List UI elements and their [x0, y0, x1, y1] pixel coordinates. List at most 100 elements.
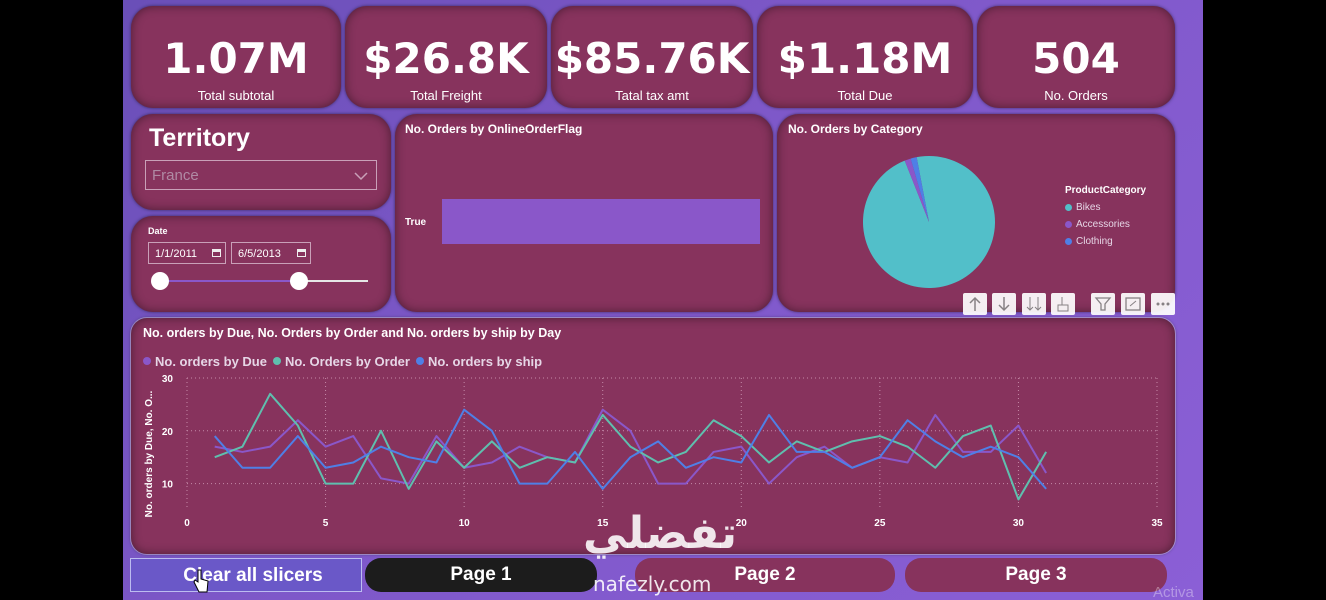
legend-dot — [272, 357, 281, 365]
calendar-icon[interactable] — [212, 249, 221, 257]
x-tick-label: 20 — [736, 518, 748, 529]
more-options-icon[interactable] — [1151, 293, 1175, 315]
watermark-latin: nafezly.com — [593, 572, 712, 596]
clear-all-slicers-button[interactable]: Clear all slicers — [130, 558, 362, 592]
legend-dot — [1065, 221, 1072, 228]
sort-descending-icon[interactable] — [992, 293, 1016, 315]
territory-selected-value: France — [152, 167, 199, 184]
kpi-card-total-due[interactable]: $1.18M Total Due — [757, 6, 973, 108]
legend-item[interactable]: Accessories — [1065, 219, 1130, 230]
watermark-arabic: تفضلي — [583, 508, 738, 559]
range-end-handle[interactable] — [289, 272, 308, 290]
series-line-no-orders-by-ship — [213, 408, 1047, 490]
kpi-card-total-tax[interactable]: $85.76K Tatal tax amt — [551, 6, 753, 108]
date-range-fill — [160, 280, 299, 282]
series-line-no-orders-by-due — [214, 408, 1048, 485]
x-tick-label: 25 — [874, 518, 886, 529]
pie-slice-clothing — [910, 157, 929, 222]
page-3-label: Page 3 — [1005, 564, 1067, 585]
category-chart-card[interactable]: No. Orders by Category ProductCategory B… — [777, 114, 1175, 312]
x-tick-label: 0 — [184, 518, 190, 529]
pie-legend: Bikes Accessories Clothing — [1065, 202, 1130, 253]
y-tick-label: 10 — [162, 480, 174, 491]
end-date-value: 6/5/2013 — [238, 248, 281, 260]
clear-all-slicers-label: Clear all slicers — [183, 565, 323, 586]
y-axis-label: No. orders by Due, No. O... — [144, 390, 155, 517]
kpi-card-total-subtotal[interactable]: 1.07M Total subtotal — [131, 6, 341, 108]
page-3-button[interactable]: Page 3 — [905, 558, 1167, 592]
expand-all-icon[interactable] — [1022, 293, 1046, 315]
focus-mode-icon[interactable] — [1121, 293, 1145, 315]
kpi-card-total-freight[interactable]: $26.8K Total Freight — [345, 6, 547, 108]
legend-dot — [1065, 238, 1072, 245]
chart-title: No. Orders by OnlineOrderFlag — [405, 122, 583, 136]
kpi-label: Total subtotal — [197, 88, 275, 103]
y-tick-label: 30 — [162, 374, 174, 385]
page-2-label: Page 2 — [734, 564, 796, 585]
x-tick-label: 30 — [1013, 518, 1025, 529]
end-date-input[interactable]: 6/5/2013 — [231, 242, 311, 264]
activation-corner-text: Activa — [1153, 584, 1194, 600]
start-date-input[interactable]: 1/1/2011 — [148, 242, 226, 264]
legend-dot — [415, 357, 424, 365]
kpi-label: No. Orders — [1044, 88, 1108, 103]
x-tick-label: 35 — [1151, 518, 1163, 529]
page-1-button[interactable]: Page 1 — [365, 558, 597, 592]
legend-dot — [143, 357, 151, 365]
kpi-value: $1.18M — [777, 34, 953, 83]
territory-title: Territory — [149, 124, 250, 152]
date-slicer-label: Date — [148, 226, 168, 236]
legend-item[interactable]: Bikes — [1065, 202, 1130, 213]
legend-item[interactable]: No. orders by Due — [143, 354, 267, 369]
line-legend: No. orders by Due No. Orders by Order No. … — [143, 350, 548, 369]
bar-true — [442, 199, 760, 244]
online-flag-chart-card[interactable]: No. Orders by OnlineOrderFlag True — [395, 114, 773, 312]
legend-label: Bikes — [1076, 202, 1101, 213]
online-flag-bar-chart: True — [405, 199, 760, 244]
legend-label: No. orders by ship — [427, 353, 543, 369]
line-chart-card[interactable]: No. orders by Due, No. Orders by Order a… — [130, 317, 1176, 555]
date-slicer — [131, 216, 391, 312]
kpi-value: 1.07M — [163, 34, 309, 83]
kpi-label: Total Freight — [410, 88, 482, 103]
range-start-handle[interactable] — [151, 272, 169, 290]
sort-ascending-icon[interactable] — [963, 293, 987, 315]
drill-icon[interactable] — [1051, 293, 1075, 315]
x-tick-label: 10 — [459, 518, 471, 529]
kpi-value: 504 — [1032, 34, 1120, 83]
legend-label: Clothing — [1076, 236, 1113, 247]
series-line-no-orders-by-order — [214, 392, 1048, 501]
y-tick-label: 20 — [162, 427, 174, 438]
legend-title: ProductCategory — [1065, 185, 1147, 196]
legend-item[interactable]: No. orders by ship — [415, 353, 543, 369]
territory-dropdown[interactable]: France — [145, 160, 377, 190]
legend-label: No. orders by Due — [155, 353, 267, 369]
legend-item[interactable]: Clothing — [1065, 236, 1130, 247]
kpi-value: $85.76K — [554, 34, 750, 83]
legend-dot — [1065, 204, 1072, 211]
kpi-card-no-orders[interactable]: 504 No. Orders — [977, 6, 1175, 108]
orders-line-chart: 10 20 30 0 5 10 15 20 25 30 35 No. orders by Due, N… — [144, 374, 1163, 529]
filter-icon[interactable] — [1091, 293, 1115, 315]
chart-title: No. Orders by Category — [788, 122, 923, 136]
page-1-label: Page 1 — [450, 564, 512, 585]
report-canvas: 1.07M Total subtotal $26.8K Total Freigh… — [123, 0, 1203, 600]
page-2-button[interactable]: Page 2 — [635, 558, 895, 592]
category-pie-chart — [863, 156, 995, 288]
chevron-down-icon — [354, 172, 368, 181]
hand-cursor-icon — [193, 569, 209, 593]
calendar-icon[interactable] — [297, 249, 306, 257]
chart-title: No. orders by Due, No. Orders by Order a… — [143, 326, 562, 340]
legend-label: Accessories — [1076, 219, 1130, 230]
kpi-label: Total Due — [837, 88, 893, 103]
x-tick-label: 5 — [323, 518, 329, 529]
kpi-value: $26.8K — [363, 34, 529, 83]
legend-label: No. Orders by Order — [284, 353, 410, 369]
legend-item[interactable]: No. Orders by Order — [272, 353, 410, 369]
pie-slice-accessories — [904, 158, 929, 222]
territory-slicer: Territory France — [131, 114, 391, 210]
bar-category-label: True — [405, 217, 427, 228]
kpi-label: Tatal tax amt — [615, 88, 689, 103]
start-date-value: 1/1/2011 — [155, 248, 198, 260]
x-tick-label: 15 — [597, 518, 609, 529]
